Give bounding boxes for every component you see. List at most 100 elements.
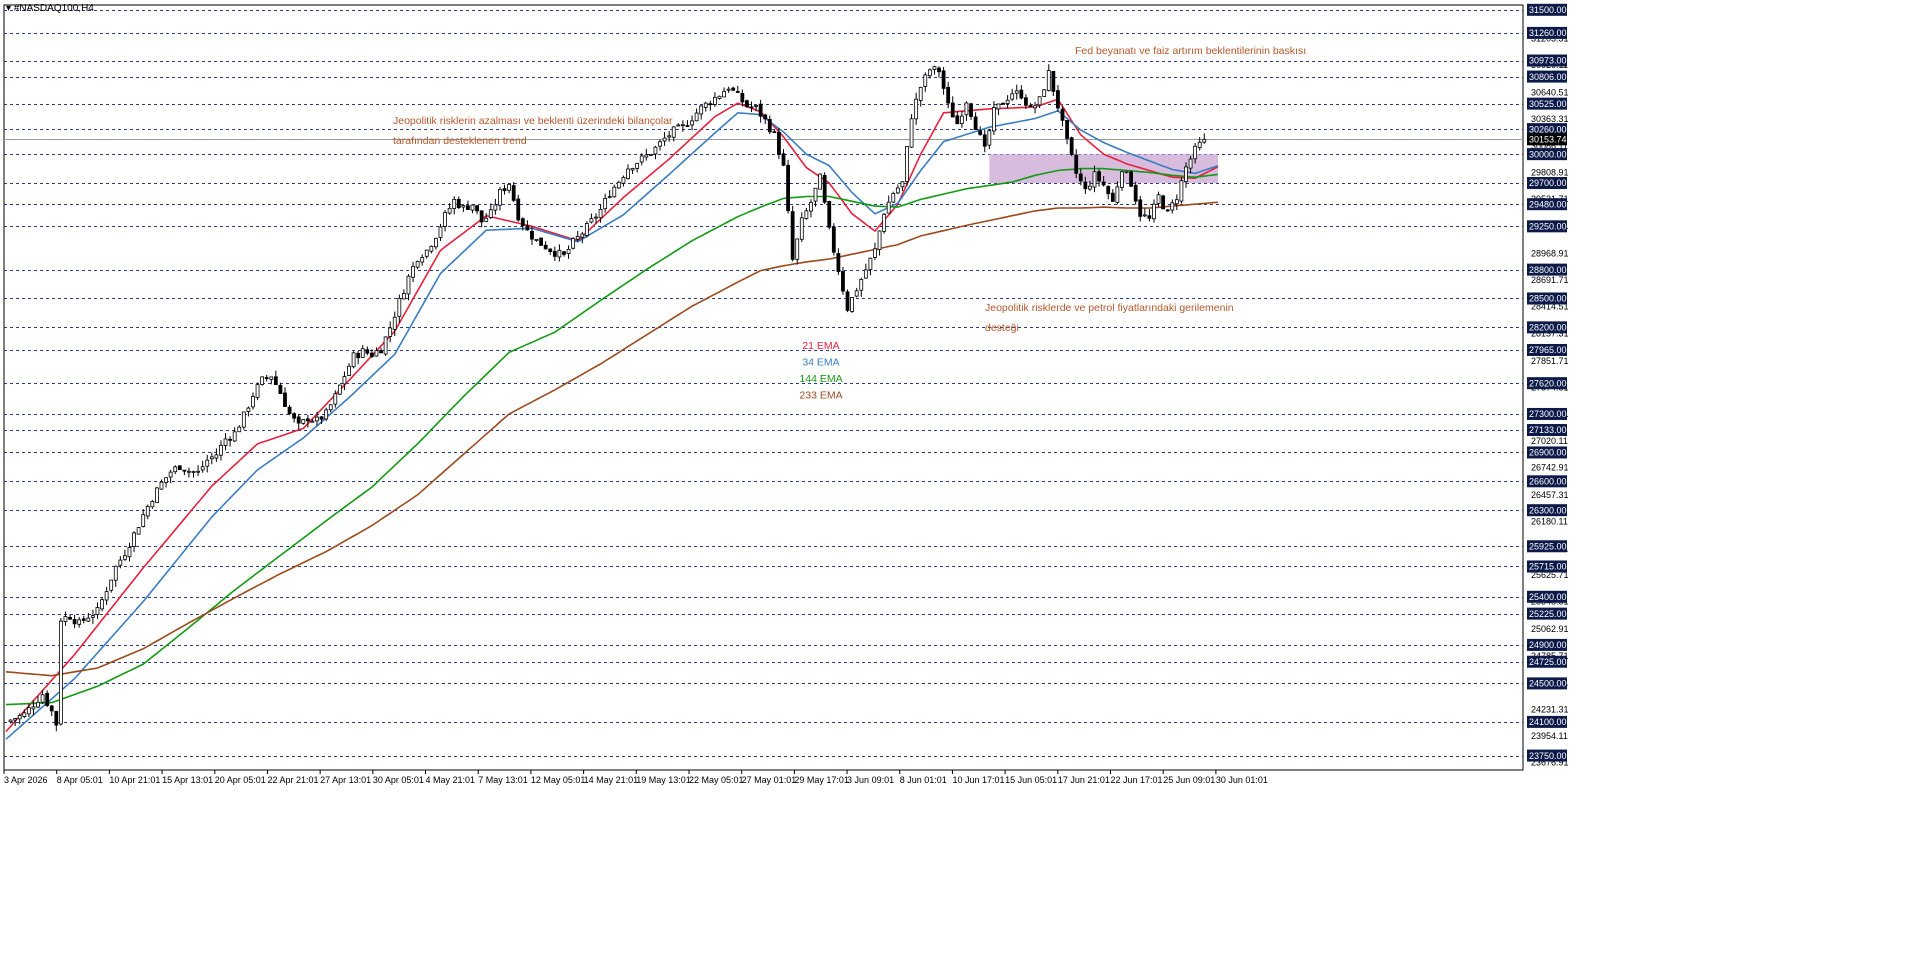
candle xyxy=(772,129,777,134)
price-level-label-text: 25225.00 xyxy=(1529,609,1567,619)
candle-body xyxy=(566,248,571,255)
candle xyxy=(662,131,667,146)
price-level-label: 24100.00 xyxy=(1527,715,1567,728)
price-level-label-bg xyxy=(1527,504,1567,517)
price-tick-label: 30086.11 xyxy=(1531,141,1568,151)
candle xyxy=(740,89,745,107)
candle xyxy=(45,690,50,708)
candle-body xyxy=(22,712,27,717)
candle-body xyxy=(1120,171,1124,188)
candle-body xyxy=(1174,199,1179,205)
candle xyxy=(209,452,214,465)
candle xyxy=(822,172,827,205)
price-level-label-bg xyxy=(1527,97,1567,110)
price-level-label-bg xyxy=(1527,148,1567,161)
price-level-label-text: 30806.00 xyxy=(1529,72,1567,82)
candle xyxy=(969,102,973,120)
candle-body xyxy=(639,155,644,163)
candle-body xyxy=(845,291,850,311)
legend-layer: 21 EMA 34 EMA 144 EMA 233 EMA xyxy=(799,340,842,402)
candle-body xyxy=(580,233,585,238)
price-level-label-bg xyxy=(1527,3,1567,16)
candle xyxy=(996,103,1001,116)
candle xyxy=(95,602,100,619)
candle-body xyxy=(292,413,297,419)
price-level-label-bg xyxy=(1527,446,1567,459)
price-level-label: 25225.00 xyxy=(1527,607,1567,620)
candle-body xyxy=(502,188,507,192)
candle xyxy=(877,230,882,256)
candle-body xyxy=(1060,108,1065,121)
candle xyxy=(310,419,315,423)
candle xyxy=(1197,137,1202,151)
candle xyxy=(424,249,429,259)
price-level-label-text: 25925.00 xyxy=(1529,541,1567,551)
candle-body xyxy=(406,275,411,295)
candle-body xyxy=(205,459,210,467)
candle xyxy=(397,294,402,323)
candle-body xyxy=(388,327,393,337)
candle-body xyxy=(470,204,475,211)
time-tick-label: 7 May 13:01 xyxy=(478,775,528,785)
candle-body xyxy=(182,469,187,472)
candle-body xyxy=(941,70,946,89)
price-level-label-bg xyxy=(1527,540,1567,553)
candle xyxy=(763,113,768,125)
time-tick-label: 4 May 21:01 xyxy=(426,775,476,785)
price-level-label: 28200.00 xyxy=(1527,321,1567,334)
price-level-label-bg xyxy=(1527,638,1567,651)
candle-body xyxy=(790,211,795,260)
candle xyxy=(726,86,731,93)
candle-body xyxy=(369,352,374,357)
price-level-label: 25400.00 xyxy=(1527,590,1567,603)
candle-body xyxy=(836,253,841,272)
price-tick-label: 27020.11 xyxy=(1531,436,1568,446)
candle-body xyxy=(278,384,283,395)
ema-layer xyxy=(5,98,1219,740)
candle-body xyxy=(598,209,603,219)
price-level-label-bg xyxy=(1527,343,1567,356)
candle xyxy=(1069,136,1074,157)
candle xyxy=(566,245,571,259)
candle xyxy=(1024,94,1028,109)
candle-body xyxy=(562,251,566,255)
candle xyxy=(72,614,77,629)
candle xyxy=(745,99,749,108)
candle xyxy=(1161,194,1166,210)
price-axis[interactable]: 31203.3130926.1130640.5130363.3130086.11… xyxy=(1527,3,1569,768)
price-level-label: 23750.00 xyxy=(1527,749,1567,762)
candle xyxy=(1042,89,1047,97)
price-level-label: 24500.00 xyxy=(1527,677,1567,690)
candle xyxy=(1083,176,1088,194)
candle xyxy=(1097,169,1101,187)
candle-body xyxy=(964,102,969,116)
candle-body xyxy=(520,218,525,227)
time-axis[interactable]: 3 Apr 2026 8 Apr 05:01 10 Apr 21:01 15 Apr … xyxy=(3,770,1268,785)
candle xyxy=(941,66,946,95)
candle xyxy=(795,238,800,265)
price-level-label: 30525.00 xyxy=(1527,97,1567,110)
candle xyxy=(86,613,91,623)
candle xyxy=(1110,189,1115,202)
candle xyxy=(77,616,82,628)
candle xyxy=(420,254,425,266)
candle-body xyxy=(447,207,452,214)
candle xyxy=(13,718,18,726)
dropdown-icon[interactable]: ▾ xyxy=(6,3,12,14)
candle xyxy=(1129,170,1134,187)
time-tick-label: 3 Apr 2026 xyxy=(4,775,48,785)
candle xyxy=(127,542,132,562)
candle xyxy=(950,96,955,118)
symbol-label[interactable]: ▾ #NASDAQ100,H4 xyxy=(6,3,94,14)
candle xyxy=(946,81,951,109)
candle-body xyxy=(548,248,553,252)
candle-body xyxy=(886,201,891,214)
price-tick-label: 28137.31 xyxy=(1531,328,1569,338)
price-level-label: 31260.00 xyxy=(1527,26,1567,39)
candle-body xyxy=(1188,158,1193,169)
candle-body xyxy=(209,456,214,460)
candle-body xyxy=(141,514,146,527)
candle-body xyxy=(1001,102,1005,105)
